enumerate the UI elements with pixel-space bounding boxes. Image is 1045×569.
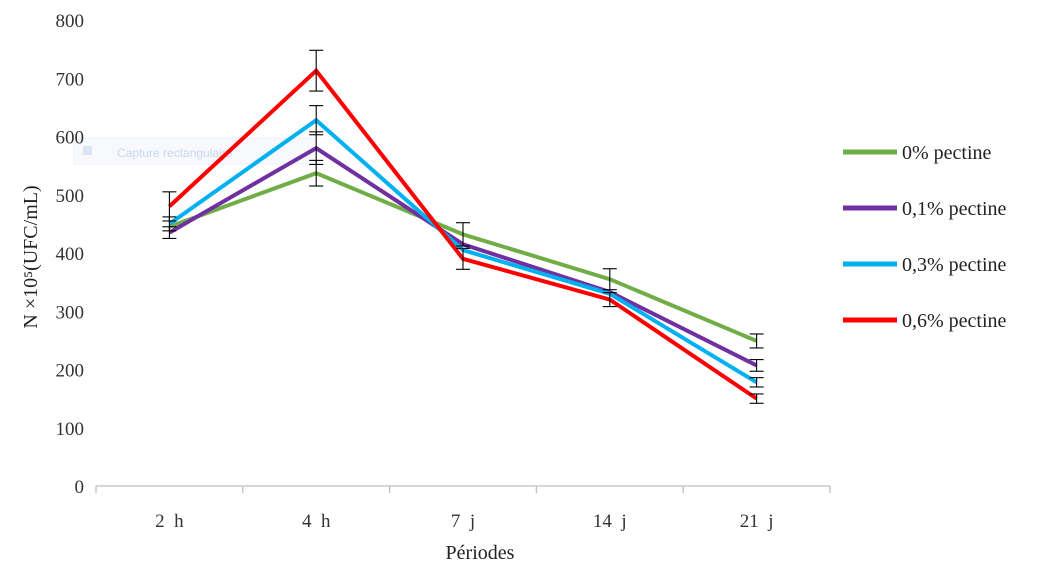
y-tick-label: 200 <box>56 361 85 382</box>
x-axis: 2 h 4 h 7 j 14 j 21 j <box>95 486 831 532</box>
error-bars <box>162 49 764 404</box>
ghost-overlay-text: Capture rectangulaire <box>117 146 233 160</box>
y-axis: 0 100 200 300 400 500 600 700 800 <box>56 11 85 498</box>
legend: 0% pectine 0,1% pectine 0,3% pectine 0,6% p… <box>843 142 1007 332</box>
y-tick-label: 400 <box>56 244 85 265</box>
x-tick-label: 21 j <box>740 511 774 532</box>
legend-label-1: 0% pectine <box>902 142 992 164</box>
y-tick-label: 300 <box>56 302 85 323</box>
legend-label-3: 0,3% pectine <box>902 254 1007 276</box>
x-axis-title: Périodes <box>446 542 515 564</box>
y-tick-label: 100 <box>56 419 85 440</box>
y-tick-label: 0 <box>75 477 85 498</box>
y-tick-label: 500 <box>56 186 85 207</box>
legend-label-4: 0,6% pectine <box>902 310 1007 332</box>
ghost-overlay-icon <box>83 146 92 155</box>
x-tick-label: 14 j <box>593 511 627 532</box>
x-tick-label: 4 h <box>302 511 331 532</box>
x-tick-label: 2 h <box>155 511 184 532</box>
y-tick-label: 700 <box>56 69 85 90</box>
legend-label-2: 0,1% pectine <box>902 198 1007 220</box>
x-tick-label: 7 j <box>451 511 475 532</box>
y-tick-label: 800 <box>56 11 85 32</box>
y-tick-label: 600 <box>56 128 85 149</box>
ghost-overlay: Capture rectangulaire <box>73 137 315 165</box>
y-axis-title: N ×10⁵(UFC/mL) <box>20 185 42 328</box>
